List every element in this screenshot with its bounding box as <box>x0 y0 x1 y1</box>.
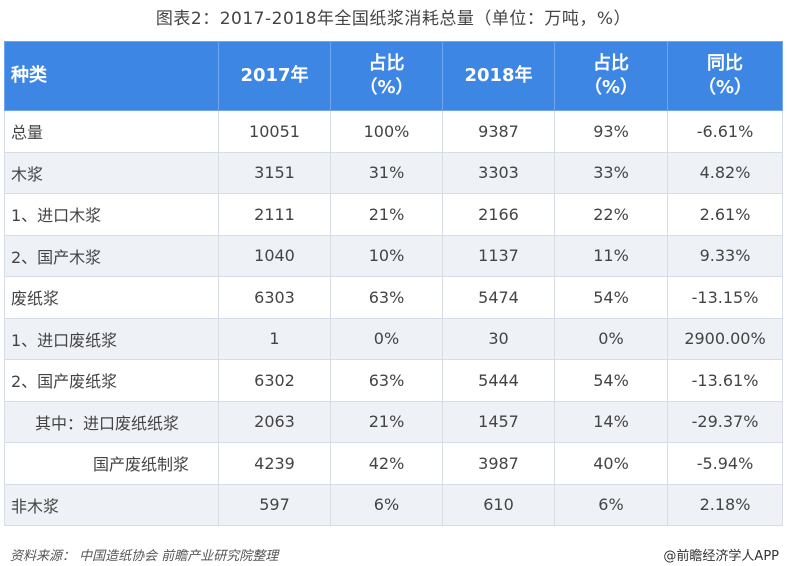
value-2018: 610 <box>442 483 555 526</box>
table-row: 木浆 3151 31% 3303 33% 4.82% <box>4 151 783 194</box>
share-2018: 93% <box>554 110 668 153</box>
row-name: 总量 <box>4 110 219 153</box>
table-row: 废纸浆 6303 63% 5474 54% -13.15% <box>4 276 783 319</box>
yoy-change: -29.37% <box>667 400 783 443</box>
share-2017: 31% <box>330 151 443 194</box>
header-category: 种类 <box>4 41 219 111</box>
share-2017: 63% <box>330 359 443 402</box>
table-row: 2、国产废纸浆 6302 63% 5444 54% -13.61% <box>4 359 783 402</box>
brand-label: @前瞻经济学人APP <box>663 549 779 564</box>
table-row: 国产废纸制浆 4239 42% 3987 40% -5.94% <box>4 442 783 485</box>
header-2017: 2017年 <box>218 41 331 111</box>
share-2018: 54% <box>554 359 668 402</box>
yoy-change: -13.61% <box>667 359 783 402</box>
share-2018: 6% <box>554 483 668 526</box>
share-2017: 100% <box>330 110 443 153</box>
value-2017: 10051 <box>218 110 331 153</box>
header-yoy: 同比 （%） <box>667 41 783 111</box>
value-2017: 2063 <box>218 400 331 443</box>
yoy-change: 9.33% <box>667 234 783 277</box>
value-2018: 30 <box>442 317 555 360</box>
value-2018: 3303 <box>442 151 555 194</box>
yoy-change: 2.18% <box>667 483 783 526</box>
source-note: 资料来源： 中国造纸协会 前瞻产业研究院整理 <box>10 549 279 564</box>
value-2018: 5474 <box>442 276 555 319</box>
value-2017: 4239 <box>218 442 331 485</box>
pulp-consumption-table: 种类 2017年 占比 （%） 2018年 占比 （%） 同比 （%） 总 <box>4 41 783 526</box>
value-2018: 1457 <box>442 400 555 443</box>
row-name: 废纸浆 <box>4 276 219 319</box>
yoy-change: -5.94% <box>667 442 783 485</box>
table-header-row: 种类 2017年 占比 （%） 2018年 占比 （%） 同比 （%） <box>4 41 783 111</box>
value-2017: 6303 <box>218 276 331 319</box>
share-2017: 0% <box>330 317 443 360</box>
value-2017: 6302 <box>218 359 331 402</box>
yoy-change: -6.61% <box>667 110 783 153</box>
value-2017: 1 <box>218 317 331 360</box>
header-share-2018: 占比 （%） <box>554 41 668 111</box>
row-name: 2、国产木浆 <box>4 234 219 277</box>
value-2017: 2111 <box>218 193 331 236</box>
value-2018: 1137 <box>442 234 555 277</box>
table-row: 其中：进口废纸纸浆 2063 21% 1457 14% -29.37% <box>4 400 783 443</box>
share-2017: 10% <box>330 234 443 277</box>
value-2017: 3151 <box>218 151 331 194</box>
row-name: 其中：进口废纸纸浆 <box>4 400 219 443</box>
yoy-change: 2.61% <box>667 193 783 236</box>
row-name: 1、进口木浆 <box>4 193 219 236</box>
page-title: 图表2：2017-2018年全国纸浆消耗总量（单位：万吨，%） <box>155 9 632 29</box>
share-2018: 22% <box>554 193 668 236</box>
value-2018: 2166 <box>442 193 555 236</box>
share-2018: 0% <box>554 317 668 360</box>
share-2018: 11% <box>554 234 668 277</box>
share-2018: 54% <box>554 276 668 319</box>
share-2017: 42% <box>330 442 443 485</box>
share-2018: 40% <box>554 442 668 485</box>
header-2018: 2018年 <box>442 41 555 111</box>
value-2017: 597 <box>218 483 331 526</box>
value-2017: 1040 <box>218 234 331 277</box>
table-row: 1、进口废纸浆 1 0% 30 0% 2900.00% <box>4 317 783 360</box>
row-name: 2、国产废纸浆 <box>4 359 219 402</box>
value-2018: 3987 <box>442 442 555 485</box>
yoy-change: 2900.00% <box>667 317 783 360</box>
table-row: 2、国产木浆 1040 10% 1137 11% 9.33% <box>4 234 783 277</box>
row-name: 1、进口废纸浆 <box>4 317 219 360</box>
share-2017: 6% <box>330 483 443 526</box>
table-row: 非木浆 597 6% 610 6% 2.18% <box>4 483 783 526</box>
share-2018: 14% <box>554 400 668 443</box>
value-2018: 5444 <box>442 359 555 402</box>
share-2017: 63% <box>330 276 443 319</box>
header-share-2017: 占比 （%） <box>330 41 443 111</box>
row-name: 木浆 <box>4 151 219 194</box>
table-row: 1、进口木浆 2111 21% 2166 22% 2.61% <box>4 193 783 236</box>
yoy-change: 4.82% <box>667 151 783 194</box>
row-name: 国产废纸制浆 <box>4 442 219 485</box>
share-2017: 21% <box>330 400 443 443</box>
share-2018: 33% <box>554 151 668 194</box>
share-2017: 21% <box>330 193 443 236</box>
yoy-change: -13.15% <box>667 276 783 319</box>
table-row: 总量 10051 100% 9387 93% -6.61% <box>4 110 783 153</box>
row-name: 非木浆 <box>4 483 219 526</box>
value-2018: 9387 <box>442 110 555 153</box>
